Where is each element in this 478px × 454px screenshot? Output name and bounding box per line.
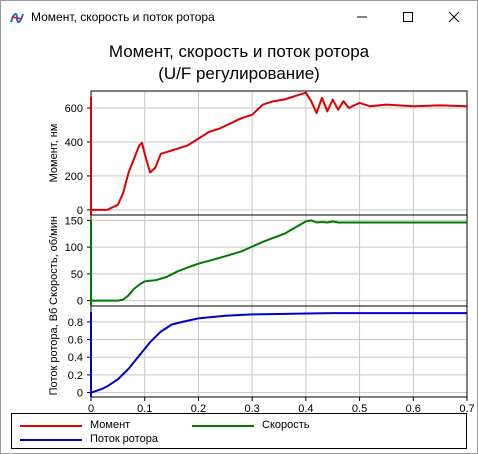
y-tick-label: 400 bbox=[65, 137, 83, 149]
y-tick-label: 600 bbox=[65, 103, 83, 115]
plot-frame bbox=[90, 214, 468, 307]
legend-label-flux: Поток ротора bbox=[90, 433, 158, 445]
series-line bbox=[91, 219, 467, 302]
plot-frame bbox=[90, 90, 468, 216]
y-tick-label: 0 bbox=[77, 388, 83, 400]
series-line bbox=[91, 91, 468, 211]
legend-item-moment: Момент bbox=[20, 419, 220, 433]
legend-label-moment: Момент bbox=[90, 419, 131, 431]
app-icon bbox=[10, 12, 24, 24]
y-tick-label: 0 bbox=[77, 205, 83, 217]
legend-label-speed: Скорость bbox=[262, 419, 310, 431]
x-tick-label: 0.3 bbox=[244, 403, 259, 413]
x-tick-label: 0.2 bbox=[191, 403, 206, 413]
close-icon bbox=[448, 11, 460, 23]
legend-item-speed: Скорость bbox=[192, 419, 392, 433]
close-button[interactable] bbox=[431, 1, 477, 33]
legend-item-flux: Поток ротора bbox=[20, 433, 220, 447]
plots-svg: 0 200 400 600 Момент, нм 0 50 100 150 Скорость, о… bbox=[48, 90, 475, 413]
x-tick-label: 0.6 bbox=[406, 403, 421, 413]
title-bar[interactable]: Момент, скорость и поток ротора bbox=[1, 1, 477, 33]
legend: Момент Скорость Поток ротора bbox=[11, 413, 467, 449]
x-tick-label: 0.5 bbox=[352, 403, 367, 413]
y-tick-label: 0.6 bbox=[68, 335, 83, 347]
chart-area: Момент, скорость и поток ротора (U/F рег… bbox=[1, 33, 477, 453]
minimize-button[interactable] bbox=[339, 1, 385, 33]
maximize-icon bbox=[403, 12, 413, 22]
y-axis-label: Скорость, об/мин bbox=[48, 216, 60, 305]
legend-line-speed bbox=[192, 425, 254, 427]
y-tick-label: 0 bbox=[77, 296, 83, 308]
y-axis-label: Момент, нм bbox=[48, 124, 60, 183]
x-tick-label: 0.1 bbox=[137, 403, 152, 413]
minimize-icon bbox=[357, 16, 367, 18]
legend-line-flux bbox=[20, 439, 82, 441]
window-title: Момент, скорость и поток ротора bbox=[31, 10, 215, 24]
legend-line-moment bbox=[20, 425, 82, 427]
chart-subtitle: (U/F регулирование) bbox=[158, 64, 320, 83]
y-tick-label: 100 bbox=[65, 242, 83, 254]
y-tick-label: 200 bbox=[65, 171, 83, 183]
series-line bbox=[90, 312, 467, 394]
y-tick-label: 0.8 bbox=[68, 317, 83, 329]
y-tick-label: 0.2 bbox=[68, 370, 83, 382]
chart-title: Момент, скорость и поток ротора bbox=[108, 42, 370, 61]
x-tick-label: 0.4 bbox=[298, 403, 313, 413]
y-tick-label: 150 bbox=[65, 215, 83, 227]
maximize-button[interactable] bbox=[385, 1, 431, 33]
y-axis-label: Поток ротора, Вб bbox=[48, 308, 60, 396]
plot-frame bbox=[90, 305, 468, 398]
y-tick-label: 50 bbox=[71, 269, 83, 281]
x-tick-label: 0 bbox=[88, 403, 94, 413]
y-tick-label: 0.4 bbox=[68, 352, 83, 364]
x-tick-label: 0.7 bbox=[459, 403, 474, 413]
